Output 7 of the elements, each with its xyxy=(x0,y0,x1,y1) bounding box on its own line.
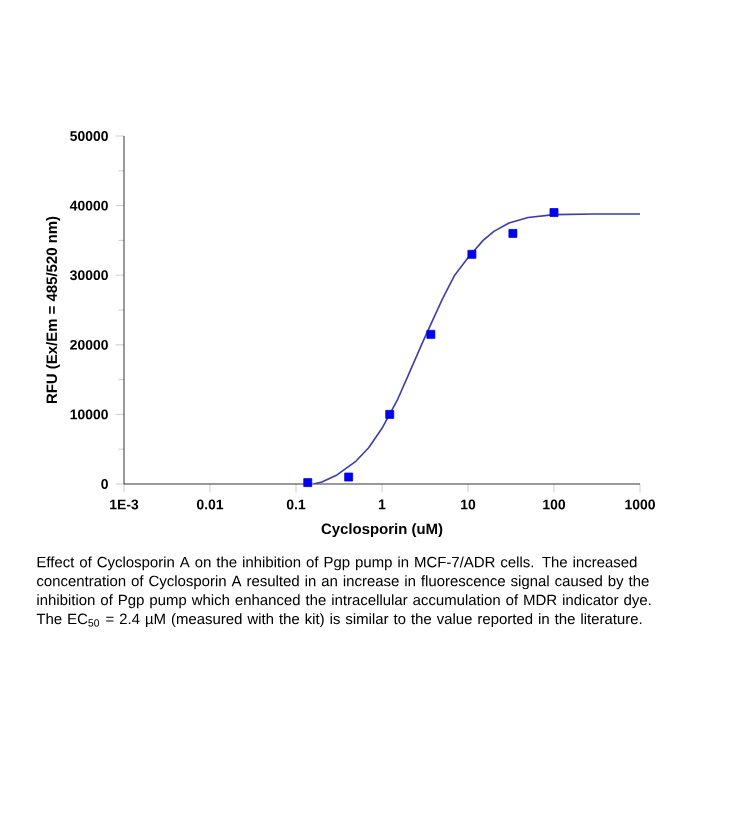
point xyxy=(508,229,518,238)
point xyxy=(385,410,395,419)
point xyxy=(549,208,559,217)
point xyxy=(303,478,313,487)
point xyxy=(426,329,436,339)
point xyxy=(467,249,477,259)
point xyxy=(344,472,354,482)
